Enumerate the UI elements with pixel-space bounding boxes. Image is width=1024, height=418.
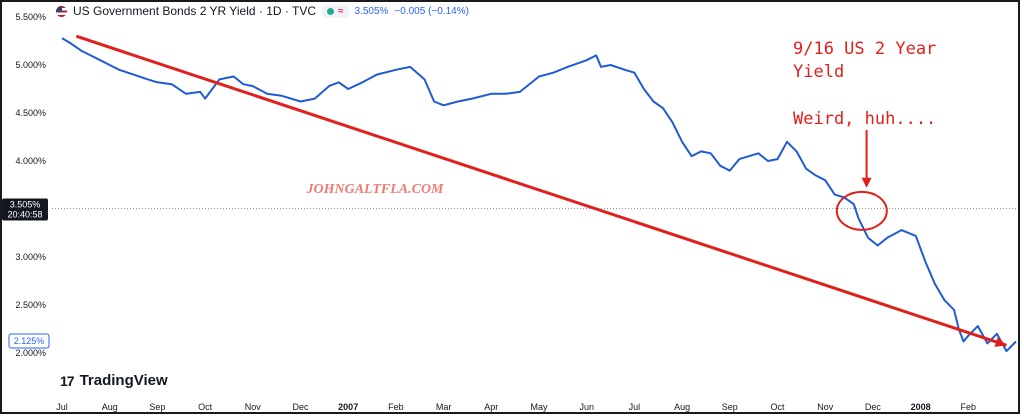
market-open-dot-icon <box>327 7 334 15</box>
x-tick-label: Nov <box>817 402 834 412</box>
change-readout: −0.005 (−0.14%) <box>394 5 469 17</box>
trend-arrowhead <box>994 336 1007 347</box>
status-pill[interactable]: ≈ <box>322 4 349 18</box>
yield-series-line[interactable] <box>61 37 1017 353</box>
x-tick-label: Mar <box>436 402 452 412</box>
y-tick-label: 2.000% <box>15 348 46 358</box>
x-tick-label: Jul <box>56 402 68 412</box>
annotation-line-2: Yield <box>793 62 844 82</box>
highlight-circle[interactable] <box>835 190 888 231</box>
x-tick-label: Apr <box>484 402 498 412</box>
x-tick-label: Aug <box>102 402 118 412</box>
y-tick-label: 4.000% <box>15 156 46 166</box>
x-tick-label: Dec <box>865 402 882 412</box>
y-tick-label: 4.500% <box>15 108 46 118</box>
x-tick-label: 2007 <box>338 402 358 412</box>
watermark-text: JOHNGALTFLA.COM <box>305 182 444 197</box>
tradingview-logo[interactable]: 17 TradingView <box>60 372 168 389</box>
x-tick-label: Oct <box>770 402 785 412</box>
us-flag-icon <box>56 5 67 17</box>
chart-title[interactable]: US Government Bonds 2 YR Yield · 1D · TV… <box>73 4 316 18</box>
x-tick-label: Sep <box>149 402 165 412</box>
x-tick-label: Aug <box>674 402 690 412</box>
x-tick-label: 2008 <box>911 402 931 412</box>
trend-line[interactable] <box>75 34 1007 347</box>
tradingview-logo-text: TradingView <box>79 372 168 389</box>
y-tick-label: 5.500% <box>15 12 46 22</box>
chart-header: US Government Bonds 2 YR Yield · 1D · TV… <box>56 4 469 18</box>
x-tick-label: May <box>530 402 548 412</box>
last-value-readout: 3.505% <box>354 5 389 17</box>
x-tick-label: Dec <box>292 402 309 412</box>
last-price-badge[interactable] <box>8 333 50 349</box>
crosshair-value-label: 3.505% <box>10 200 41 210</box>
x-tick-label: Sep <box>722 402 738 412</box>
x-tick-label: Oct <box>198 402 213 412</box>
y-tick-label: 5.000% <box>15 60 46 70</box>
crosshair-badge[interactable] <box>2 198 48 221</box>
annotation-line-3: Weird, huh.... <box>793 109 936 129</box>
x-tick-label: Feb <box>388 402 404 412</box>
x-tick-label: Jun <box>579 402 594 412</box>
x-tick-label: Feb <box>961 402 977 412</box>
annotation-line-1: 9/16 US 2 Year <box>793 39 936 59</box>
x-tick-label: Jul <box>629 402 641 412</box>
tradingview-mark-icon: 17 <box>60 372 75 389</box>
y-tick-label: 2.500% <box>15 300 46 310</box>
annotation-arrowhead <box>861 177 872 188</box>
last-price-label: 2.125% <box>14 336 45 346</box>
delayed-data-icon: ≈ <box>338 5 344 17</box>
x-tick-label: Nov <box>245 402 262 412</box>
crosshair-time-label: 20:40:58 <box>7 210 42 220</box>
y-tick-label: 3.000% <box>15 252 46 262</box>
